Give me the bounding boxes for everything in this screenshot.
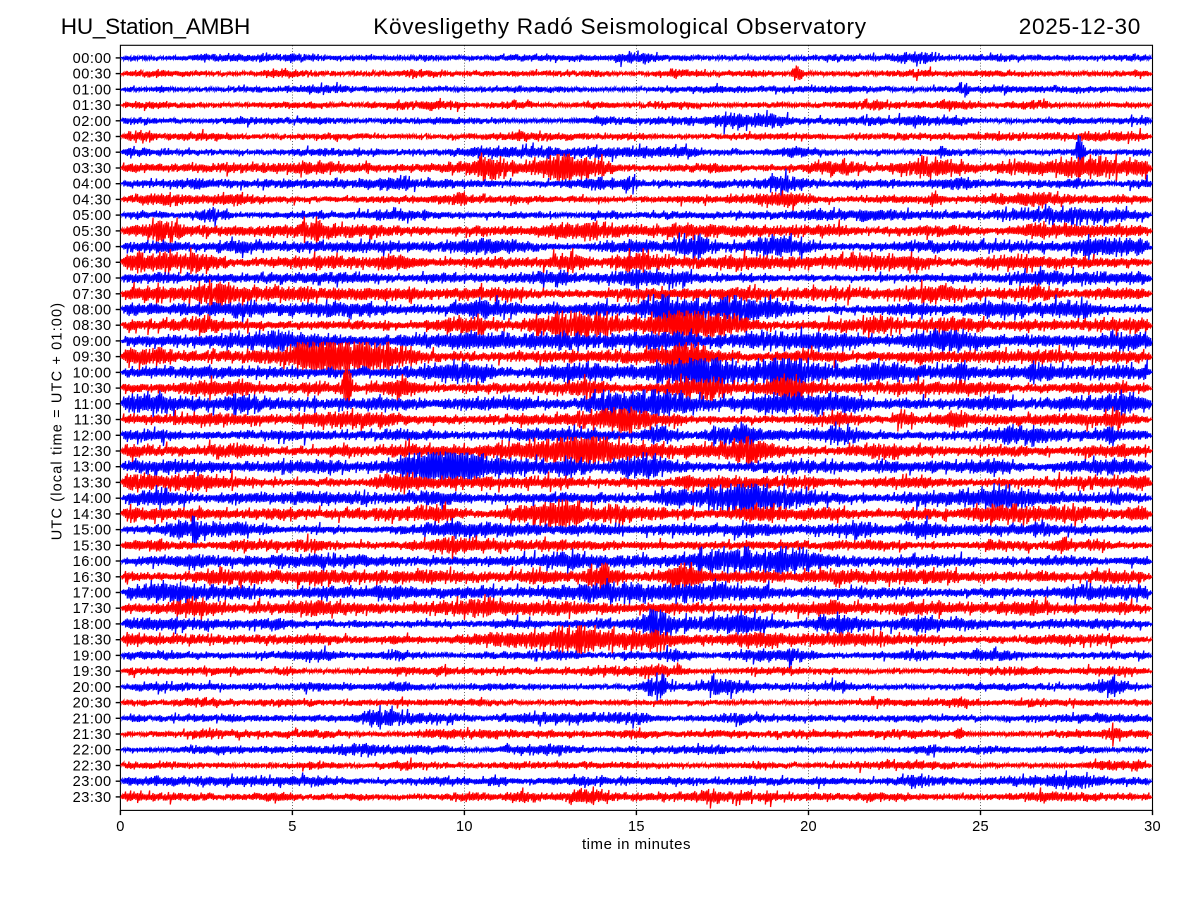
svg-text:02:30: 02:30: [73, 130, 112, 146]
svg-text:18:30: 18:30: [73, 633, 112, 649]
svg-text:25: 25: [972, 819, 989, 835]
svg-text:22:00: 22:00: [73, 743, 112, 759]
svg-text:03:30: 03:30: [73, 161, 112, 177]
svg-text:17:00: 17:00: [73, 586, 112, 602]
svg-text:10:00: 10:00: [73, 365, 112, 381]
svg-text:06:00: 06:00: [73, 240, 112, 256]
svg-text:20:00: 20:00: [73, 680, 112, 696]
svg-text:22:30: 22:30: [73, 759, 112, 775]
svg-text:11:00: 11:00: [74, 397, 112, 413]
svg-text:21:00: 21:00: [73, 711, 112, 727]
svg-text:00:00: 00:00: [73, 51, 112, 67]
svg-text:0: 0: [116, 819, 124, 835]
svg-text:17:30: 17:30: [73, 601, 112, 617]
svg-text:13:30: 13:30: [73, 475, 112, 491]
svg-text:19:00: 19:00: [73, 648, 112, 664]
svg-text:Kövesligethy Radó Seismologica: Kövesligethy Radó Seismological Observat…: [373, 14, 867, 39]
svg-text:14:00: 14:00: [73, 491, 112, 507]
svg-text:10:30: 10:30: [73, 381, 112, 397]
svg-text:20:30: 20:30: [73, 696, 112, 712]
svg-text:04:30: 04:30: [73, 192, 112, 208]
svg-text:05:30: 05:30: [73, 224, 112, 240]
svg-text:15: 15: [628, 819, 645, 835]
svg-text:time in minutes: time in minutes: [582, 836, 691, 853]
svg-text:15:00: 15:00: [73, 523, 112, 539]
svg-text:12:30: 12:30: [73, 444, 112, 460]
svg-text:12:00: 12:00: [73, 428, 112, 444]
svg-text:01:00: 01:00: [73, 82, 112, 98]
svg-text:2025-12-30: 2025-12-30: [1019, 14, 1141, 39]
svg-text:19:30: 19:30: [73, 664, 112, 680]
svg-text:UTC (local time = UTC + 01:00): UTC (local time = UTC + 01:00): [50, 302, 66, 540]
svg-text:5: 5: [288, 819, 296, 835]
svg-text:13:00: 13:00: [73, 460, 112, 476]
svg-text:08:30: 08:30: [73, 318, 112, 334]
svg-text:16:30: 16:30: [73, 570, 112, 586]
svg-text:20: 20: [800, 819, 817, 835]
svg-text:15:30: 15:30: [73, 538, 112, 554]
svg-text:08:00: 08:00: [73, 303, 112, 319]
svg-text:04:00: 04:00: [73, 177, 112, 193]
svg-text:05:00: 05:00: [73, 208, 112, 224]
svg-text:16:00: 16:00: [73, 554, 112, 570]
svg-text:30: 30: [1144, 819, 1161, 835]
svg-text:01:30: 01:30: [73, 98, 112, 114]
svg-text:23:30: 23:30: [73, 790, 112, 806]
svg-text:09:00: 09:00: [73, 334, 112, 350]
svg-text:21:30: 21:30: [73, 727, 112, 743]
svg-text:HU_Station_AMBH: HU_Station_AMBH: [61, 14, 250, 39]
svg-text:07:00: 07:00: [73, 271, 112, 287]
svg-text:09:30: 09:30: [73, 350, 112, 366]
svg-text:18:00: 18:00: [73, 617, 112, 633]
svg-text:00:30: 00:30: [73, 67, 112, 83]
svg-text:06:30: 06:30: [73, 255, 112, 271]
svg-text:11:30: 11:30: [74, 413, 112, 429]
svg-text:23:00: 23:00: [73, 774, 112, 790]
svg-text:03:00: 03:00: [73, 145, 112, 161]
svg-text:07:30: 07:30: [73, 287, 112, 303]
svg-text:02:00: 02:00: [73, 114, 112, 130]
svg-text:10: 10: [456, 819, 473, 835]
svg-text:14:30: 14:30: [73, 507, 112, 523]
